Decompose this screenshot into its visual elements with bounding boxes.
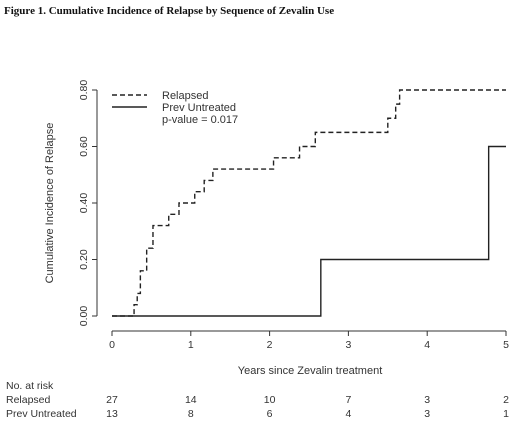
y-ticks: 0.00 0.20 0.40 0.60 0.80 — [78, 80, 97, 327]
risk-count-r0-c0: 27 — [106, 394, 118, 406]
risk-count-r1-c0: 13 — [106, 408, 118, 420]
risk-count-r0-c5: 2 — [503, 394, 509, 406]
x-tick-label-3: 3 — [345, 339, 351, 351]
series-line-relapsed — [112, 89, 506, 317]
y-tick-label-3: 0.60 — [78, 136, 90, 157]
legend: Relapsed Prev Untreated p-value = 0.017 — [112, 90, 238, 126]
risk-count-r1-c2: 6 — [267, 408, 273, 420]
x-axis-label: Years since Zevalin treatment — [238, 365, 383, 377]
figure-title: Figure 1. Cumulative Incidence of Relaps… — [4, 5, 334, 17]
plot-area: 0.00 0.20 0.40 0.60 0.80 0 1 2 3 4 5 Cumulative I… — [44, 80, 509, 377]
risk-counts: 27 14 10 7 3 2 13 8 6 4 3 1 — [106, 394, 509, 420]
risk-row-label-relapsed: Relapsed — [6, 394, 51, 406]
risk-count-r1-c1: 8 — [188, 408, 194, 420]
y-tick-label-2: 0.40 — [78, 193, 90, 214]
risk-count-r1-c5: 1 — [503, 408, 509, 420]
series-layer — [112, 89, 506, 317]
risk-count-r1-c3: 4 — [345, 408, 351, 420]
legend-label-relapsed: Relapsed — [162, 90, 208, 102]
legend-label-prev-untreated: Prev Untreated — [162, 102, 236, 114]
p-value-annotation: p-value = 0.017 — [162, 114, 238, 126]
risk-count-r0-c3: 7 — [345, 394, 351, 406]
risk-count-r0-c4: 3 — [424, 394, 430, 406]
x-tick-label-1: 1 — [188, 339, 194, 351]
risk-count-r1-c4: 3 — [424, 408, 430, 420]
risk-count-r0-c2: 10 — [264, 394, 276, 406]
x-tick-label-2: 2 — [267, 339, 273, 351]
x-tick-label-5: 5 — [503, 339, 509, 351]
y-tick-label-0: 0.00 — [78, 306, 90, 327]
y-tick-label-1: 0.20 — [78, 249, 90, 270]
risk-row-label-prev-untreated: Prev Untreated — [6, 408, 77, 420]
y-tick-label-4: 0.80 — [78, 80, 90, 101]
risk-table-header: No. at risk — [6, 380, 54, 392]
series-line-prev-untreated — [112, 145, 506, 317]
x-tick-label-4: 4 — [424, 339, 430, 351]
x-tick-label-0: 0 — [109, 339, 115, 351]
risk-table: No. at risk Relapsed Prev Untreated 27 14… — [6, 380, 509, 420]
y-axis-label: Cumulative Incidence of Relapse — [44, 123, 56, 284]
x-ticks: 0 1 2 3 4 5 — [109, 331, 509, 351]
risk-count-r0-c1: 14 — [185, 394, 197, 406]
